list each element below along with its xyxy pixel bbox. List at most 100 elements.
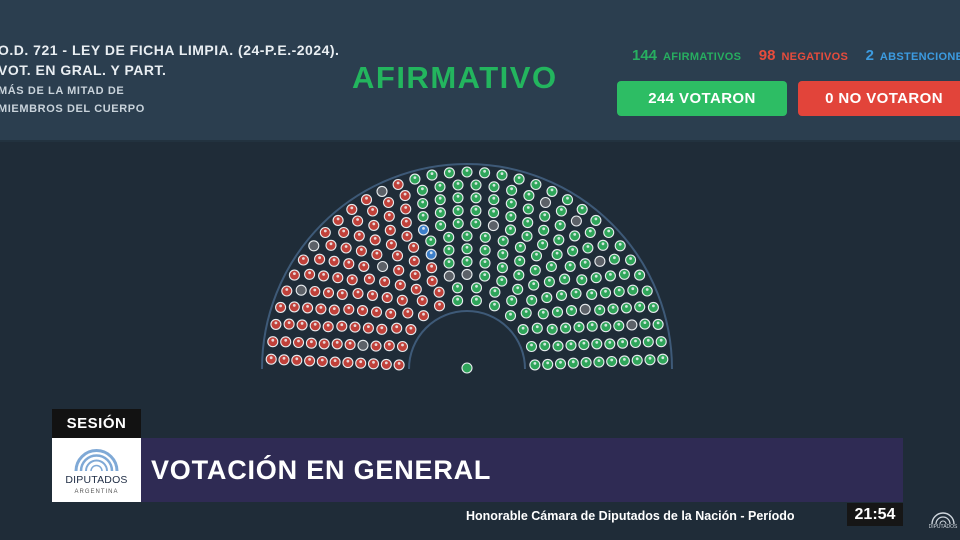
seat-affirmative	[416, 184, 428, 196]
abstention-label: ABSTENCIONES	[879, 51, 960, 63]
seat-affirmative	[512, 283, 524, 295]
seat-affirmative	[479, 244, 491, 256]
seat-negative	[352, 215, 364, 227]
seat-affirmative	[579, 258, 591, 270]
seat-affirmative	[639, 318, 651, 330]
seat-affirmative	[580, 357, 592, 369]
seat-affirmative	[443, 167, 455, 179]
watermark-icon	[931, 512, 955, 525]
seat-negative	[371, 249, 383, 261]
seat-affirmative	[618, 268, 630, 280]
hemicycle-seat-map	[261, 163, 673, 374]
seat-affirmative	[461, 166, 473, 178]
seat-affirmative	[525, 340, 538, 353]
chamber-logo: DIPUTADOS ARGENTINA	[52, 438, 141, 502]
seat-affirmative	[546, 323, 558, 335]
seat-negative	[360, 194, 373, 206]
seat-affirmative	[584, 226, 596, 239]
seat-empty	[295, 284, 307, 296]
seat-negative	[315, 303, 327, 315]
seat-negative	[355, 245, 367, 257]
seat-affirmative	[504, 224, 517, 236]
seat-affirmative	[537, 238, 549, 251]
seat-affirmative	[479, 257, 491, 269]
session-tag: SESIÓN	[52, 409, 141, 438]
seat-affirmative	[514, 255, 526, 267]
seat-affirmative	[644, 354, 656, 366]
seat-affirmative	[452, 217, 464, 230]
seat-affirmative	[504, 310, 517, 322]
seat-affirmative	[567, 357, 579, 369]
seat-negative	[291, 354, 303, 366]
seat-affirmative	[521, 230, 533, 242]
seat-affirmative	[567, 245, 579, 257]
seat-affirmative	[629, 336, 642, 349]
seat-negative	[296, 319, 308, 331]
seat-negative	[416, 295, 428, 307]
seat-affirmative	[496, 169, 508, 181]
seat-negative	[367, 205, 379, 217]
seat-negative	[322, 287, 335, 299]
seat-affirmative	[565, 339, 577, 351]
seat-negative	[329, 356, 341, 368]
vote-type: VOT. EN GRAL. Y PART.	[0, 62, 167, 78]
seat-affirmative	[561, 194, 574, 206]
seat-negative	[392, 178, 404, 191]
seat-negative	[305, 337, 317, 349]
seat-affirmative	[599, 287, 612, 299]
seat-affirmative	[530, 250, 543, 262]
seat-negative	[433, 286, 445, 298]
seat-negative	[381, 292, 393, 304]
seat-affirmative	[631, 354, 643, 366]
channel-watermark: DIPUTADOS	[929, 511, 957, 533]
seat-affirmative	[470, 295, 482, 307]
seat-negative	[318, 338, 330, 350]
seat-negative	[331, 338, 343, 350]
seat-affirmative	[617, 337, 629, 349]
seat-affirmative	[627, 284, 639, 296]
seat-negative	[380, 358, 392, 370]
voted-button[interactable]: 244 VOTARON	[617, 81, 787, 116]
seat-negative	[309, 320, 321, 332]
seat-empty	[357, 339, 369, 351]
seat-affirmative	[470, 192, 482, 204]
seat-affirmative	[529, 264, 541, 276]
seat-negative	[385, 238, 397, 251]
seat-negative	[366, 289, 379, 301]
seat-negative	[426, 262, 438, 274]
seat-affirmative	[551, 249, 563, 261]
chamber-logo-icon	[74, 449, 119, 472]
seat-negative	[368, 219, 380, 231]
seat-negative	[396, 294, 408, 306]
seat-affirmative	[506, 184, 518, 196]
seat-negative	[322, 321, 334, 333]
vote-result: AFIRMATIVO	[352, 60, 558, 95]
seat-affirmative	[479, 231, 491, 243]
seat-negative	[316, 355, 328, 368]
seat-affirmative	[565, 305, 578, 317]
seat-negative	[402, 307, 414, 319]
seat-affirmative	[528, 279, 540, 291]
seat-negative	[353, 230, 365, 242]
not-voted-button[interactable]: 0 NO VOTARON	[798, 81, 960, 116]
seat-affirmative	[634, 269, 646, 281]
seat-negative	[393, 359, 405, 371]
seat-affirmative	[461, 243, 473, 255]
seat-affirmative	[539, 340, 551, 352]
seat-negative	[325, 239, 337, 251]
seat-affirmative	[505, 211, 517, 223]
seat-affirmative	[514, 241, 526, 253]
seat-affirmative	[488, 300, 501, 312]
seat-negative	[383, 340, 395, 352]
seat-affirmative	[620, 302, 632, 314]
seat-abstention	[425, 248, 437, 260]
seat-negative	[309, 285, 321, 298]
seat-affirmative	[452, 179, 464, 191]
seat-empty	[376, 185, 388, 197]
seat-affirmative	[539, 210, 551, 222]
seat-negative	[338, 226, 350, 239]
seat-affirmative	[554, 358, 567, 370]
seat-negative	[393, 264, 405, 276]
seat-affirmative	[489, 286, 501, 298]
seat-affirmative	[526, 294, 538, 306]
